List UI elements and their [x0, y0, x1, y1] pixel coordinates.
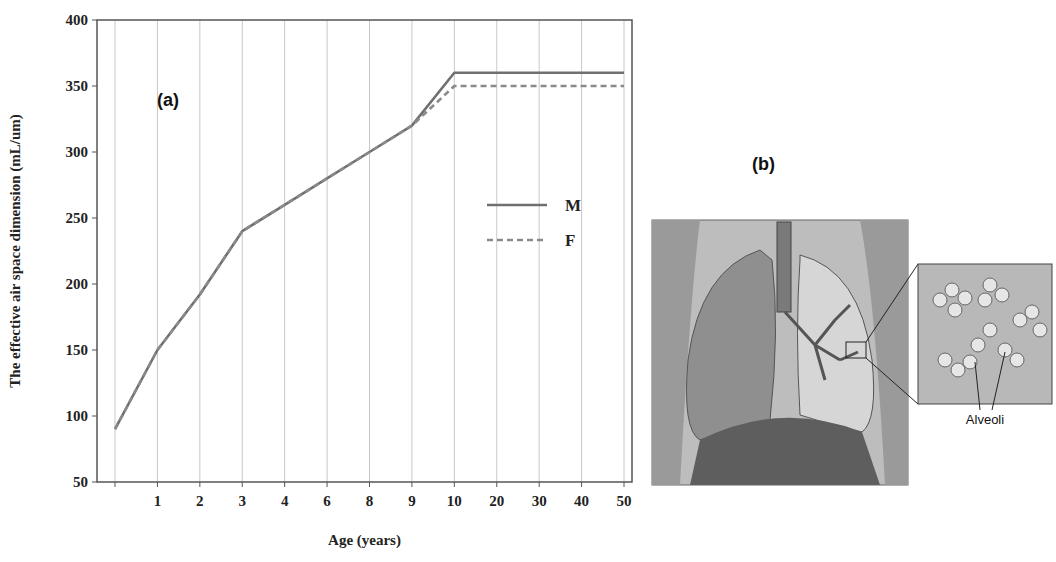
- grid-line: [115, 20, 116, 482]
- series-line: [115, 86, 624, 429]
- y-tick-label: 200: [66, 276, 89, 292]
- grid-line: [496, 20, 497, 482]
- panel-label: (a): [157, 90, 179, 110]
- callout-label: Alveoli: [966, 412, 1004, 427]
- panel-label: (b): [752, 154, 775, 174]
- grid-line: [454, 20, 455, 482]
- x-tick-label: 6: [323, 493, 331, 509]
- x-tick-label: 4: [281, 493, 289, 509]
- series-line: [115, 73, 624, 429]
- legend-label: F: [565, 231, 575, 250]
- legend-swatch: [487, 239, 547, 242]
- x-axis-title: Age (years): [328, 532, 401, 549]
- legend-label: M: [565, 196, 581, 215]
- grid-line: [411, 20, 412, 482]
- grid-line: [327, 20, 328, 482]
- plot-frame: [97, 20, 632, 482]
- grid-line: [242, 20, 243, 482]
- y-tick-label: 100: [66, 408, 89, 424]
- lines: [115, 73, 624, 429]
- x-tick-label: 2: [196, 493, 204, 509]
- legend-swatch: [487, 204, 547, 207]
- x-tick-label: 9: [408, 493, 416, 509]
- y-tick-label: 300: [66, 144, 89, 160]
- x-tick-label: 1: [154, 493, 162, 509]
- x-tick-label: 50: [617, 493, 632, 509]
- grid-line: [284, 20, 285, 482]
- y-tick-label: 400: [66, 12, 89, 28]
- grid-line: [199, 20, 200, 482]
- x-tick-label: 3: [239, 493, 247, 509]
- y-tick-label: 250: [66, 210, 89, 226]
- figure: 1 2 3 4 6 8 9 10 20 30 40 50 50 100 150 200 250 300 350 400…: [0, 0, 1056, 562]
- y-tick-label: 350: [66, 78, 89, 94]
- lung-illustration: [652, 220, 1052, 485]
- y-tick-label: 50: [73, 474, 88, 490]
- grid-line: [539, 20, 540, 482]
- grid-line: [581, 20, 582, 482]
- y-axis-title: The effective air space dimension (mL/um…: [7, 114, 24, 387]
- x-tick-label: 10: [447, 493, 462, 509]
- grid-line: [624, 20, 625, 482]
- y-tick-label: 150: [66, 342, 89, 358]
- x-tick-label: 40: [574, 493, 589, 509]
- x-tick-label: 20: [489, 493, 504, 509]
- x-tick-label: 30: [532, 493, 547, 509]
- x-tick-label: 8: [366, 493, 374, 509]
- grid-line: [369, 20, 370, 482]
